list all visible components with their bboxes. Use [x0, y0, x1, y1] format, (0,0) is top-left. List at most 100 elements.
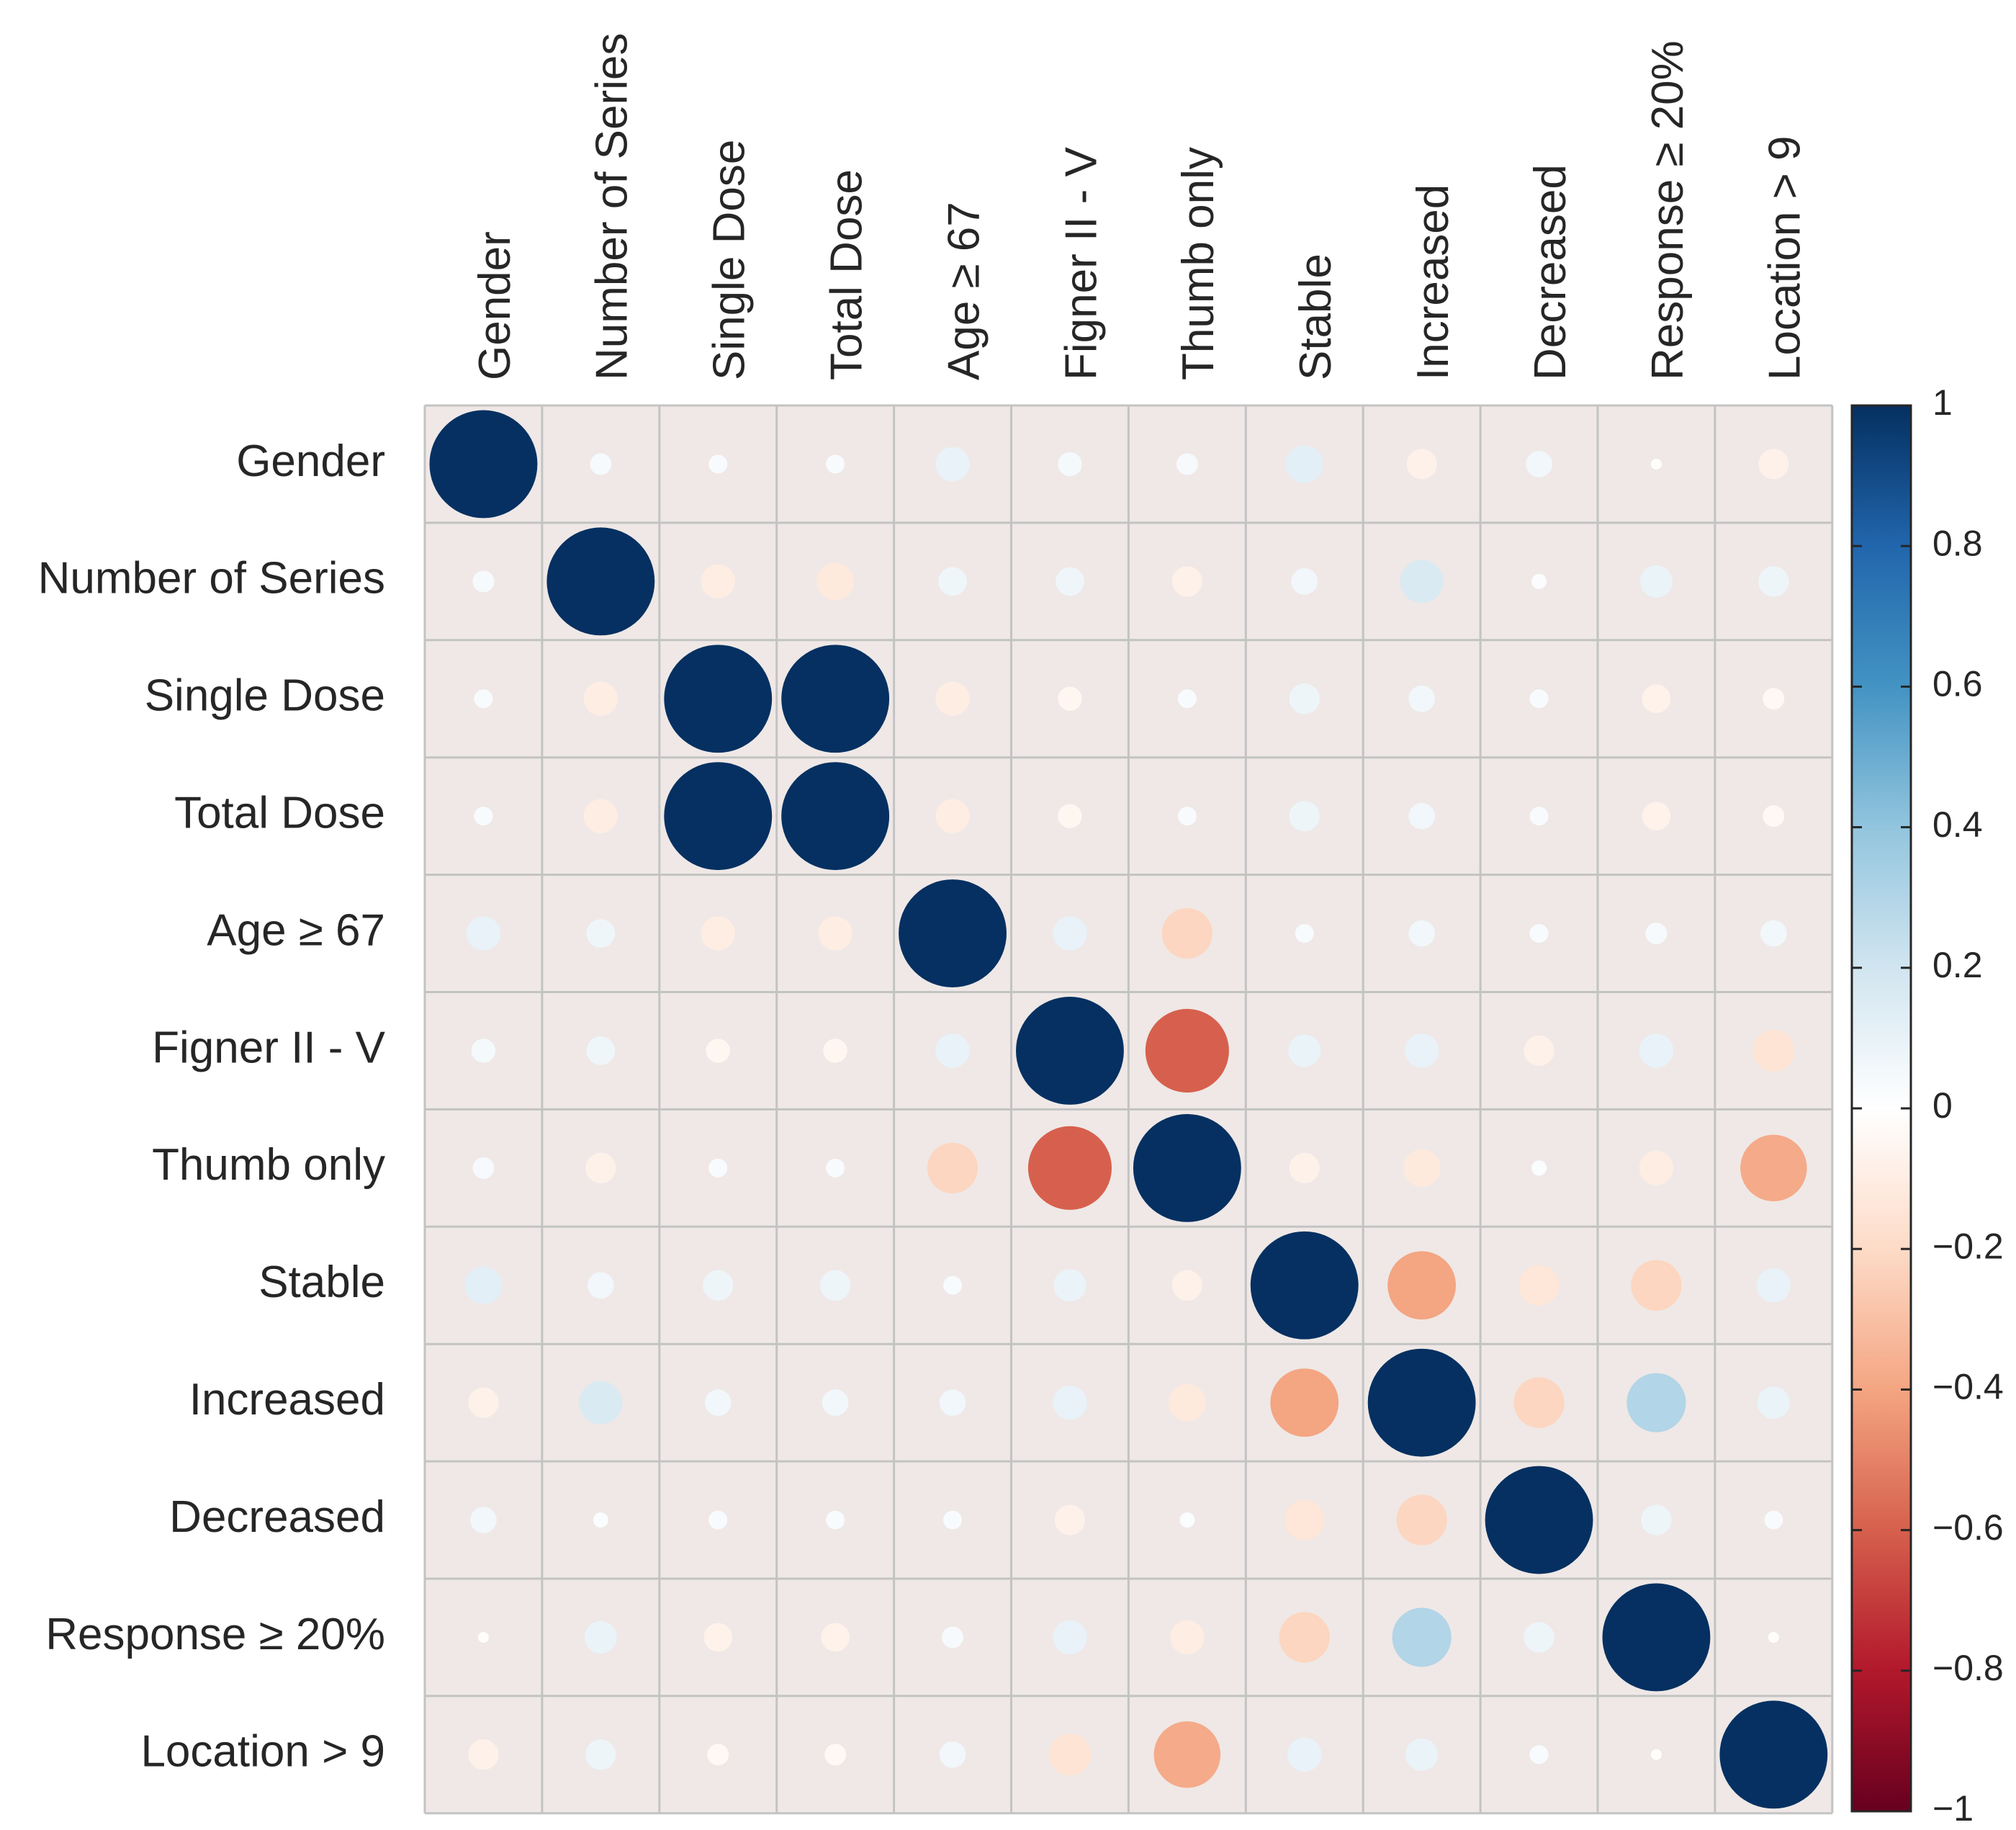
colorbar-tick-label: 1 [1932, 382, 1953, 423]
correlation-circle-r3-c2 [664, 762, 773, 871]
correlation-circle-r11-c10 [1650, 1749, 1662, 1760]
column-label: Number of Series [588, 33, 637, 380]
column-label: Single Dose [705, 140, 755, 380]
correlation-circle-r2-c0 [474, 689, 493, 709]
correlation-circle-r2-c5 [1058, 686, 1082, 712]
correlation-circle-r0-c5 [1058, 452, 1082, 477]
correlation-circle-r1-c4 [938, 567, 967, 596]
correlation-circle-r6-c2 [708, 1158, 728, 1178]
correlation-circle-r11-c7 [1287, 1737, 1322, 1772]
column-label: Stable [1291, 254, 1341, 380]
colorbar-tick-label: 0.8 [1932, 523, 1983, 563]
correlation-circle-r11-c4 [939, 1741, 966, 1768]
correlation-circle-r8-c6 [1168, 1383, 1206, 1422]
correlation-circle-r3-c8 [1408, 802, 1436, 830]
matrix-cells [423, 404, 1834, 1815]
correlation-circle-r6-c3 [826, 1158, 845, 1178]
correlation-circle-r9-c3 [826, 1510, 845, 1530]
correlation-circle-r5-c8 [1404, 1033, 1439, 1068]
row-label: Single Dose [145, 671, 385, 721]
row-label: Figner II - V [152, 1023, 386, 1072]
correlation-circle-r10-c8 [1392, 1607, 1452, 1667]
correlation-circle-r2-c2 [664, 645, 773, 753]
correlation-circle-r1-c9 [1531, 573, 1547, 589]
correlation-circle-r6-c0 [472, 1157, 495, 1179]
correlation-circle-r7-c4 [943, 1275, 963, 1295]
correlation-circle-r3-c11 [1763, 805, 1785, 827]
correlation-circle-r6-c4 [927, 1142, 978, 1193]
correlation-circle-r4-c0 [466, 916, 501, 951]
correlation-circle-r0-c2 [708, 454, 728, 474]
correlation-circle-r10-c6 [1170, 1620, 1205, 1655]
correlation-circle-r3-c5 [1058, 804, 1082, 828]
correlation-circle-r1-c8 [1400, 560, 1444, 604]
correlation-circle-r8-c11 [1757, 1386, 1790, 1419]
correlation-circle-r9-c11 [1764, 1510, 1783, 1530]
correlation-circle-r3-c3 [781, 762, 890, 871]
correlation-circle-r0-c6 [1176, 453, 1198, 475]
correlation-circle-r6-c11 [1740, 1134, 1807, 1202]
column-label: Thumb only [1174, 147, 1223, 380]
correlation-circle-r3-c0 [474, 807, 493, 826]
correlation-circle-r4-c2 [701, 916, 735, 951]
correlation-circle-r11-c6 [1153, 1721, 1221, 1788]
correlation-circle-r4-c11 [1760, 920, 1787, 947]
correlation-circle-r7-c9 [1518, 1265, 1560, 1306]
correlation-circle-r6-c7 [1289, 1152, 1320, 1184]
correlation-circle-r2-c8 [1408, 685, 1436, 712]
correlation-circle-r0-c11 [1758, 449, 1789, 480]
correlation-circle-r9-c10 [1641, 1504, 1672, 1535]
correlation-circle-r10-c3 [821, 1623, 850, 1652]
correlation-circle-r6-c6 [1133, 1113, 1241, 1222]
correlation-circle-r3-c10 [1642, 802, 1671, 830]
correlation-circle-r0-c0 [429, 410, 538, 519]
column-label: Response ≥ 20% [1643, 40, 1693, 380]
correlation-circle-r4-c8 [1408, 920, 1436, 947]
correlation-circle-r1-c6 [1171, 566, 1203, 597]
correlation-circle-r9-c0 [470, 1507, 497, 1533]
correlation-circle-r8-c8 [1367, 1348, 1476, 1457]
correlation-circle-r9-c2 [708, 1510, 728, 1530]
correlation-circle-r0-c4 [935, 447, 970, 482]
correlation-circle-r10-c4 [942, 1626, 964, 1649]
colorbar-tick-label: −0.2 [1932, 1226, 2004, 1266]
correlation-circle-r5-c3 [823, 1039, 847, 1063]
correlation-circle-r2-c3 [781, 645, 890, 753]
correlation-circle-r2-c4 [935, 681, 970, 716]
colorbar-tick-label: 0 [1932, 1085, 1953, 1126]
correlation-circle-r4-c4 [899, 879, 1007, 987]
row-label: Gender [236, 436, 385, 486]
row-label: Stable [258, 1257, 385, 1307]
row-label: Thumb only [152, 1140, 385, 1190]
column-label: Gender [470, 231, 520, 380]
correlation-circle-r1-c11 [1758, 566, 1789, 597]
colorbar-tick-label: −0.6 [1932, 1507, 2004, 1548]
row-label: Increased [189, 1375, 385, 1425]
correlation-circle-r5-c4 [935, 1033, 970, 1068]
correlation-circle-r7-c10 [1631, 1260, 1682, 1311]
correlation-circle-r5-c1 [586, 1036, 616, 1065]
correlation-circle-r1-c3 [816, 562, 855, 601]
correlation-circle-r7-c1 [587, 1272, 614, 1299]
correlation-circle-r6-c5 [1027, 1126, 1112, 1210]
correlation-circle-r8-c1 [579, 1381, 623, 1425]
colorbar: 1 0.8 0.6 0.4 0.2 0 −0.2 −0.4 −0.6 −0.8 −1 [1850, 382, 2004, 1829]
correlation-circle-r5-c11 [1752, 1029, 1795, 1072]
row-label: Response ≥ 20% [45, 1610, 385, 1659]
correlation-circle-r5-c9 [1524, 1035, 1554, 1067]
correlation-circle-r5-c10 [1639, 1033, 1674, 1068]
correlation-circle-r7-c0 [464, 1266, 503, 1304]
correlation-circle-r11-c11 [1719, 1700, 1828, 1809]
correlation-circle-r3-c7 [1289, 800, 1320, 832]
correlation-circle-r7-c6 [1171, 1270, 1203, 1301]
correlation-circle-r1-c10 [1639, 565, 1673, 598]
correlation-circle-r9-c9 [1485, 1466, 1593, 1574]
correlation-circle-r3-c4 [935, 799, 970, 833]
correlation-circle-r9-c4 [943, 1510, 963, 1530]
correlation-circle-r0-c10 [1650, 458, 1662, 470]
correlation-circle-r8-c0 [468, 1387, 499, 1418]
correlation-circle-r7-c8 [1387, 1251, 1457, 1320]
correlation-circle-r8-c9 [1513, 1377, 1565, 1428]
column-label: Decreased [1526, 164, 1575, 380]
correlation-circle-r7-c2 [703, 1270, 734, 1301]
